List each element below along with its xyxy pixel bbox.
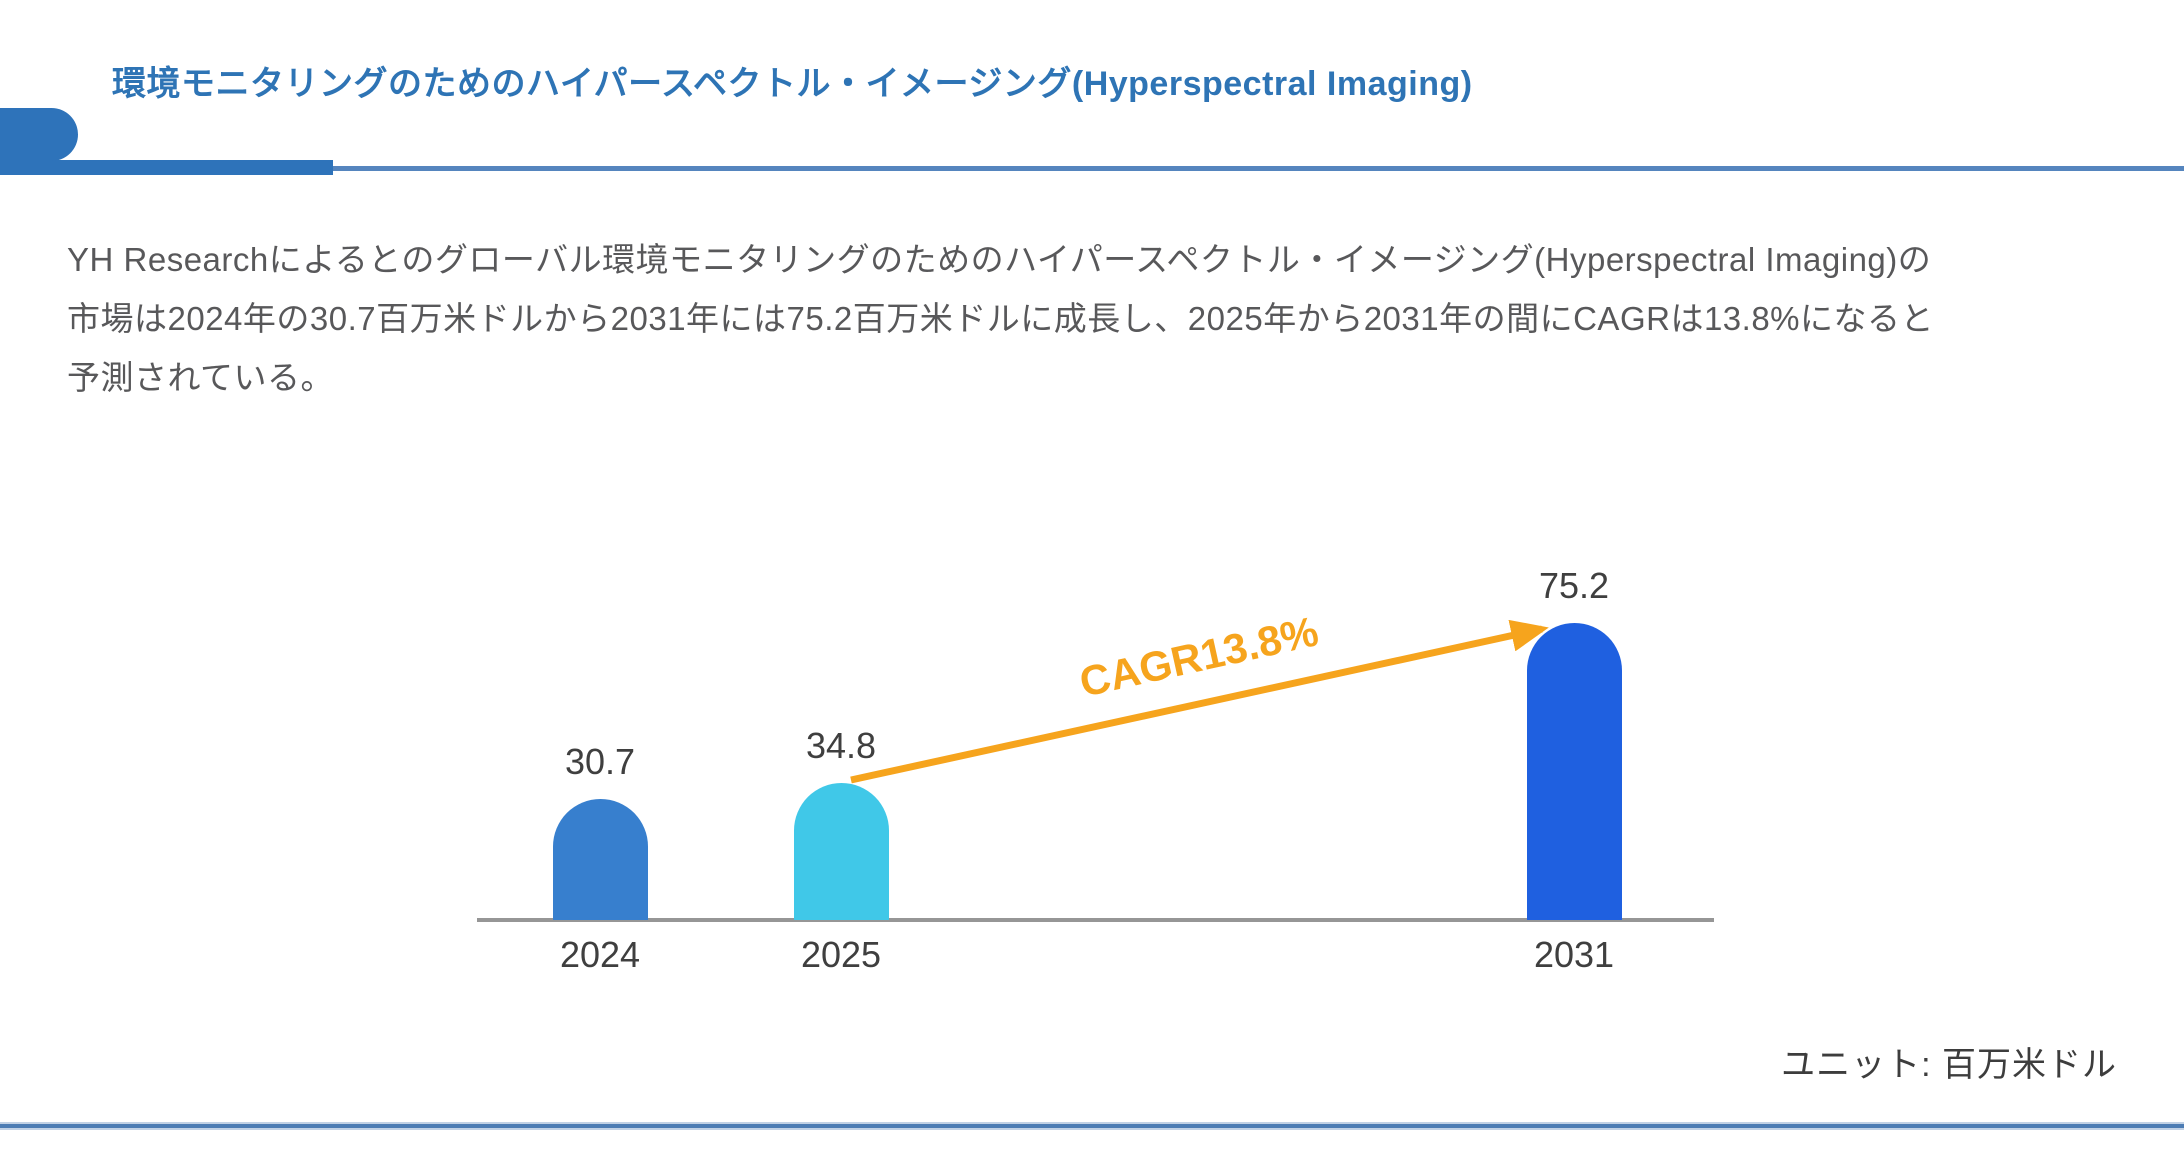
summary-paragraph: YH Researchによるとのグローバル環境モニタリングのためのハイパースペク… [67,230,2127,407]
page-title: 環境モニタリングのためのハイパースペクトル・イメージング(Hyperspectr… [112,65,1473,103]
year-label-2024: 2024 [559,934,641,975]
bar-2031 [1526,623,1622,920]
year-label-2025: 2025 [800,934,882,975]
value-label-2031: 75.2 [1538,565,1610,606]
summary-line-1: YH Researchによるとのグローバル環境モニタリングのためのハイパースペク… [67,241,1932,278]
bottom-rule [0,1124,2184,1128]
value-label-2024: 30.7 [564,741,636,782]
header-rule-thick [0,160,333,175]
unit-note: ユニット: 百万米ドル [1781,1046,2117,1084]
value-label-2025: 34.8 [805,725,877,766]
cagr-annotation: CAGR13.8% [1074,606,1322,706]
summary-line-3: 予測されている。 [67,359,335,396]
bar-2025 [793,783,889,920]
summary-line-2: 市場は2024年の30.7百万米ドルから2031年には75.2百万米ドルに成長し… [67,300,1935,337]
bar-2024 [552,799,648,920]
header-tab-decoration [0,108,78,161]
x-axis-line [477,918,1714,922]
year-label-2031: 2031 [1533,934,1615,975]
header-rule-thin [0,166,2184,171]
